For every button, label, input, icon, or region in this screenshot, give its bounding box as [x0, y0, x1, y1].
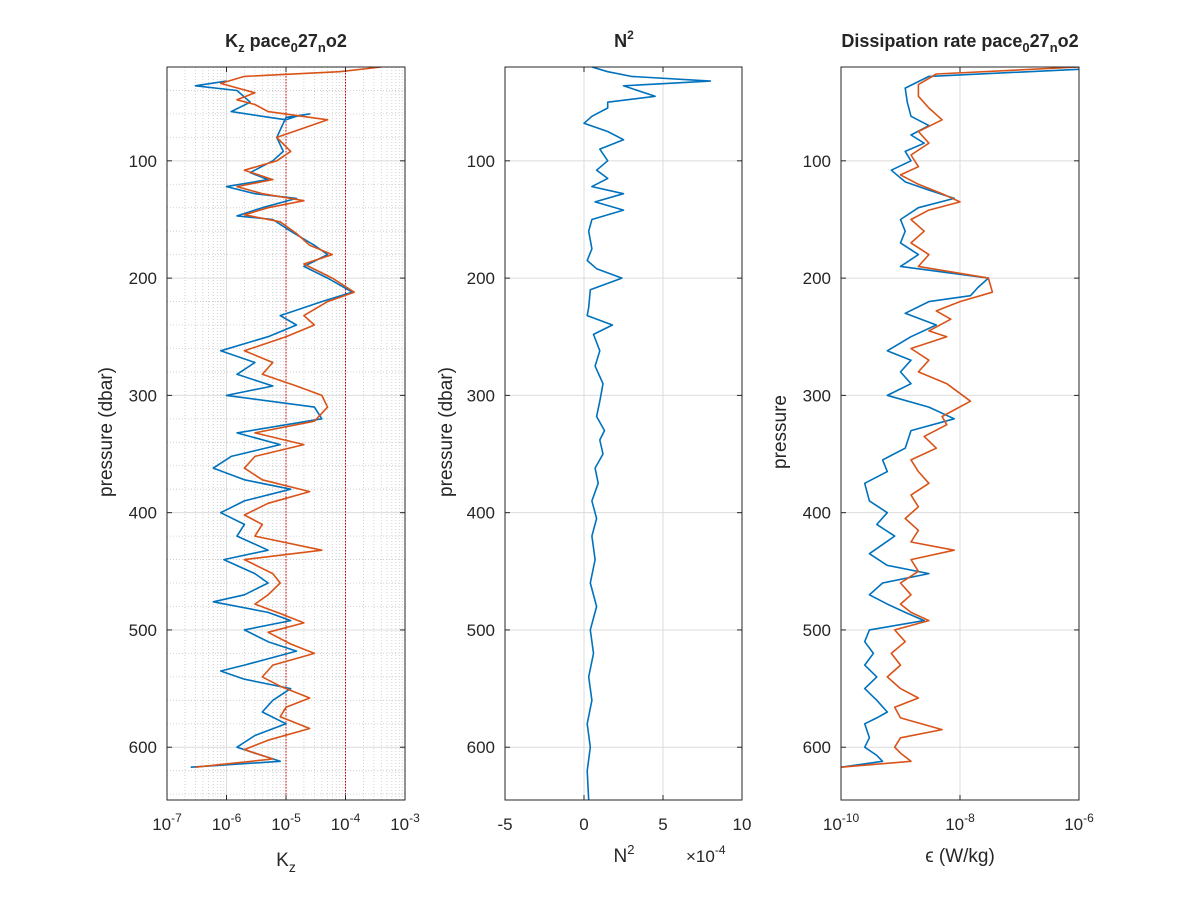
- panel-dissipation-y-axis-label: pressure: [770, 395, 791, 469]
- x-tick-label: 10-6: [212, 811, 242, 834]
- panel-n2-x-multiplier: ×10-4: [686, 843, 726, 866]
- panel-n2-title: N2: [614, 28, 634, 51]
- series-line-1: [583, 67, 712, 800]
- panel-kz-x-axis-label: Kz: [276, 850, 296, 875]
- y-tick-label: 200: [803, 269, 831, 288]
- x-tick-label: 10-8: [945, 811, 975, 834]
- panel-kz-x-tick-labels: 10-7 10-6 10-5 10-4 10-3: [152, 811, 420, 834]
- y-tick-label: 500: [803, 621, 831, 640]
- y-tick-label: 600: [129, 738, 157, 757]
- x-tick-label: 5: [658, 815, 667, 834]
- series-line-2: [195, 67, 382, 768]
- plot-area: [840, 66, 1080, 801]
- plot-area: [504, 66, 743, 801]
- y-tick-label: 100: [467, 152, 495, 171]
- panel-n2-x-axis-label: N2: [614, 842, 635, 867]
- panel-n2-x-tick-labels: -5 0 5 10: [497, 815, 751, 834]
- x-tick-label: 10-4: [331, 811, 361, 834]
- y-tick-label: 100: [803, 152, 831, 171]
- panel-n2-y-tick-labels: 100 200 300 400 500 600: [467, 152, 495, 757]
- x-tick-label: 10-7: [152, 811, 182, 834]
- y-tick-label: 200: [129, 269, 157, 288]
- axes-background: [505, 67, 742, 800]
- y-tick-label: 200: [467, 269, 495, 288]
- y-tick-label: 400: [467, 504, 495, 523]
- panel-kz-y-tick-labels: 100 200 300 400 500 600: [129, 152, 157, 757]
- panel-dissipation-y-tick-labels: 100 200 300 400 500 600: [803, 152, 831, 757]
- x-tick-label: 10: [733, 815, 752, 834]
- x-tick-label: -5: [497, 815, 512, 834]
- panel-n2: N2 -5 0 5 10 100 200 300 400 500 600 N2 ×10-4 pr…: [436, 28, 751, 867]
- series-line-1: [190, 80, 354, 768]
- y-tick-label: 500: [467, 621, 495, 640]
- x-tick-label: 10-10: [823, 811, 860, 834]
- y-tick-label: 400: [129, 504, 157, 523]
- panel-n2-y-axis-label: pressure (dbar): [436, 367, 457, 497]
- plot-area: [166, 66, 406, 801]
- series-line-1: [841, 68, 1079, 768]
- panel-dissipation-x-tick-labels: 10-10 10-8 10-6: [823, 811, 1094, 834]
- x-tick-label: 10-6: [1064, 811, 1094, 834]
- panel-kz: Kz pace027no2 10-7 10-6 10-5 10-4 10-3 100 20…: [96, 31, 420, 875]
- panel-dissipation: Dissipation rate pace027no2 10-10 10-8 10-…: [770, 31, 1094, 867]
- panel-kz-y-axis-label: pressure (dbar): [96, 367, 117, 497]
- y-tick-label: 300: [467, 386, 495, 405]
- panel-dissipation-title: Dissipation rate pace027no2: [841, 31, 1078, 55]
- panel-dissipation-x-axis-label: ϵ (W/kg): [925, 846, 995, 867]
- y-tick-label: 600: [803, 738, 831, 757]
- x-tick-label: 10-5: [271, 811, 301, 834]
- panel-kz-title: Kz pace027no2: [225, 31, 347, 55]
- x-tick-label: 10-3: [390, 811, 420, 834]
- x-tick-label: 0: [579, 815, 588, 834]
- y-tick-label: 300: [803, 386, 831, 405]
- axes-box: [504, 66, 743, 801]
- y-tick-label: 300: [129, 386, 157, 405]
- y-tick-label: 600: [467, 738, 495, 757]
- y-tick-label: 100: [129, 152, 157, 171]
- y-tick-label: 400: [803, 504, 831, 523]
- y-tick-label: 500: [129, 621, 157, 640]
- series-line-2: [841, 67, 1079, 768]
